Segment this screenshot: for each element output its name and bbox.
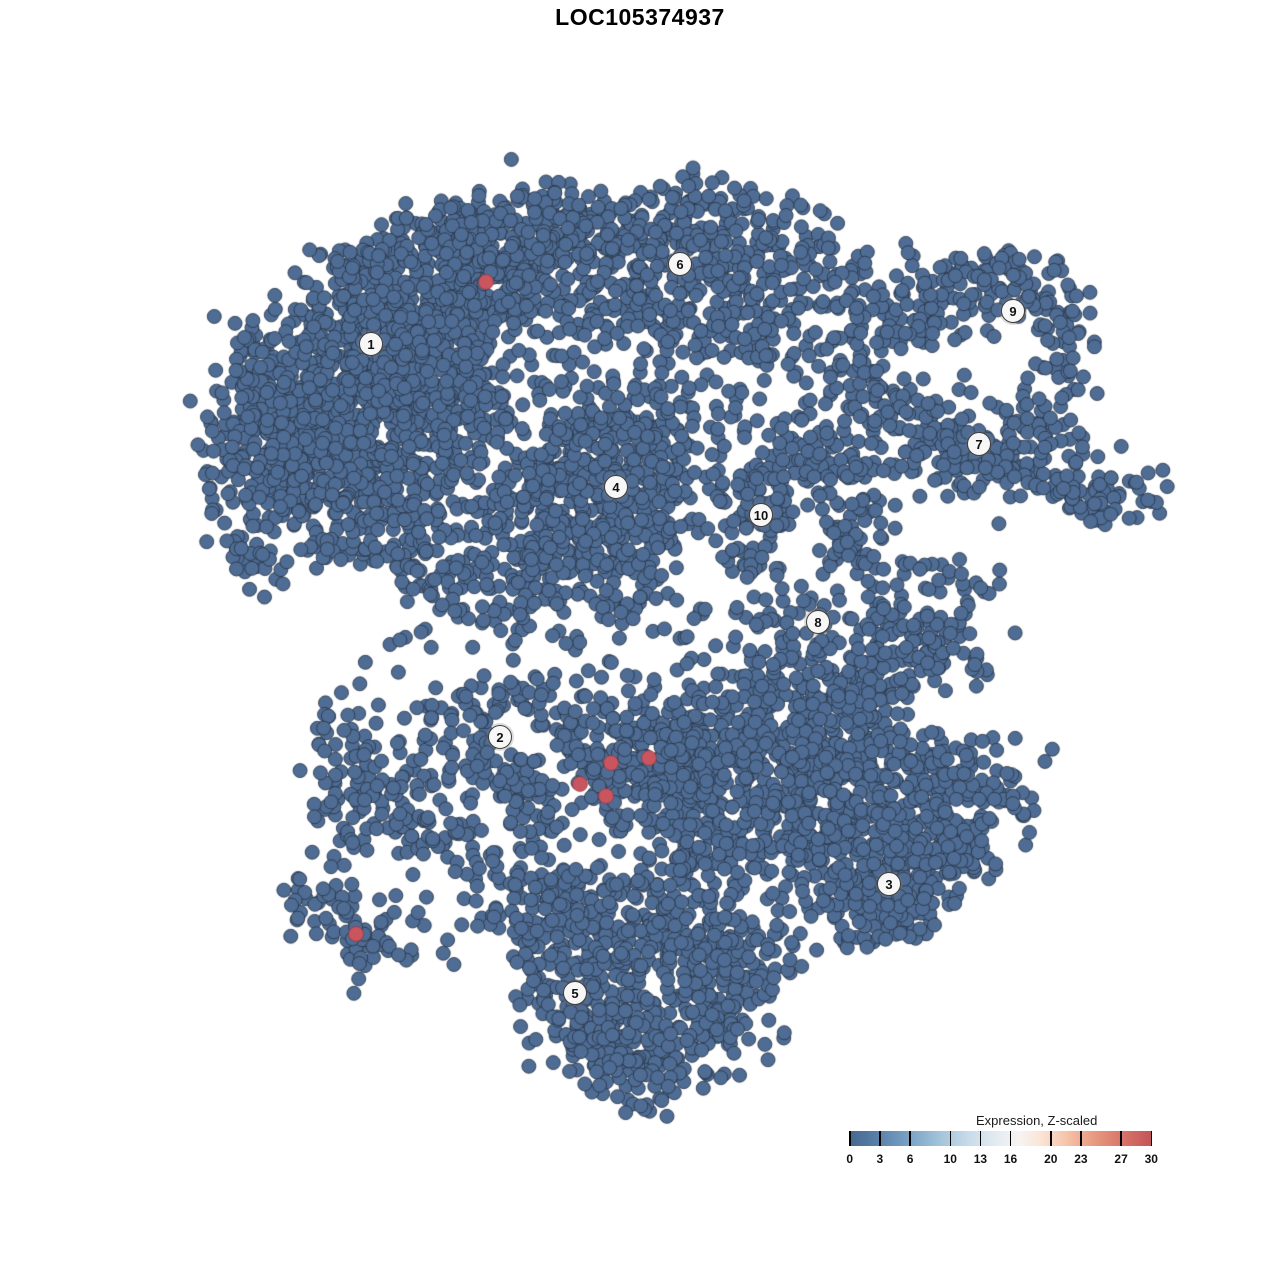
cluster-label-10: 10 [749, 503, 773, 527]
cluster-label-4: 4 [604, 475, 628, 499]
cluster-label-3: 3 [877, 872, 901, 896]
cluster-label-5: 5 [563, 981, 587, 1005]
cluster-label-2: 2 [488, 725, 512, 749]
cluster-label-7: 7 [967, 432, 991, 456]
cluster-label-6: 6 [668, 252, 692, 276]
cluster-label-1: 1 [359, 332, 383, 356]
cluster-label-8: 8 [806, 610, 830, 634]
cluster-label-9: 9 [1001, 299, 1025, 323]
